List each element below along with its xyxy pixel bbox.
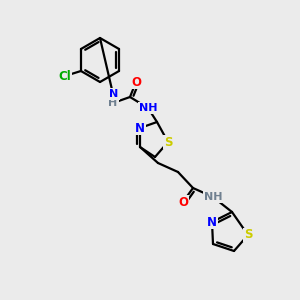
Text: H: H [108,98,118,108]
Text: N: N [135,122,145,134]
Text: NH: NH [204,192,222,202]
Text: S: S [244,229,252,242]
Text: O: O [178,196,188,208]
Text: S: S [164,136,172,148]
Text: O: O [131,76,141,88]
Text: N: N [207,215,217,229]
Text: NH: NH [139,103,157,113]
Text: Cl: Cl [58,70,71,83]
Text: N: N [110,89,118,99]
